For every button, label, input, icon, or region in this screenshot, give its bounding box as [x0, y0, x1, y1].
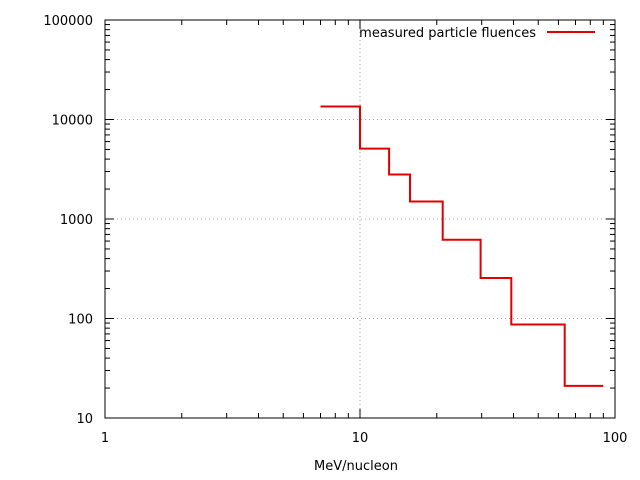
tick-labels: 1 10 100 10 100 1000 10000 100000 — [43, 14, 627, 446]
y-tick-label: 1000 — [60, 213, 93, 228]
y-tick-label: 10000 — [52, 114, 93, 129]
y-tick-label: 100000 — [43, 14, 93, 29]
x-tick-label: 100 — [603, 431, 628, 446]
x-tick-label: 1 — [101, 431, 109, 446]
y-tick-label: 100 — [68, 313, 93, 328]
fluence-step-line — [320, 105, 604, 387]
plot-frame — [104, 19, 616, 419]
grid — [105, 20, 615, 418]
x-tick-label: 10 — [352, 431, 369, 446]
series — [320, 105, 604, 387]
y-tick-label: 10 — [76, 412, 93, 427]
x-axis-label: MeV/nucleon — [314, 459, 398, 474]
legend: measured particle fluences — [359, 26, 595, 41]
legend-label: measured particle fluences — [359, 26, 536, 41]
